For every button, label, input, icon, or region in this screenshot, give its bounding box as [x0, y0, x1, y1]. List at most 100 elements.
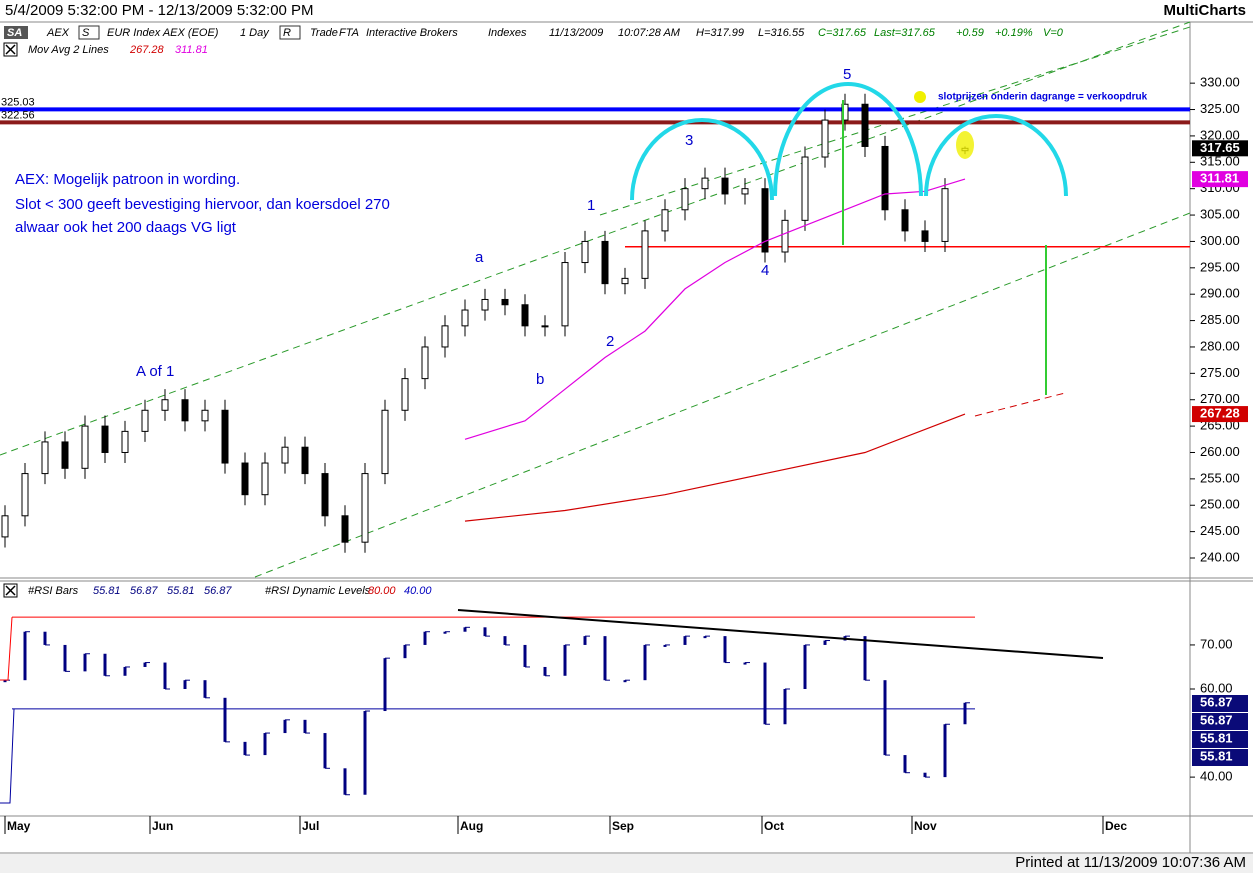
rsi-bar [663, 644, 667, 647]
rsi-bar [23, 631, 27, 681]
rsi-bar [43, 631, 47, 645]
y-tick-label: 70.00 [1200, 636, 1233, 651]
level-label: 325.03 [1, 96, 35, 108]
rsi-bar [243, 741, 247, 756]
rsi-bar [603, 636, 607, 681]
candle-body [181, 399, 189, 422]
r-button[interactable] [279, 25, 301, 40]
candle-body [241, 462, 249, 496]
candle-body [1, 515, 9, 538]
rsi-readout: 55.81 [93, 585, 121, 597]
candle-body [381, 409, 389, 475]
y-tick-label: 245.00 [1200, 523, 1240, 538]
sa-button[interactable] [4, 26, 28, 39]
y-tick-label: 300.00 [1200, 233, 1240, 248]
symbol: AEX [46, 27, 70, 39]
rsi-name: #RSI Bars [28, 585, 79, 597]
candle-body [701, 177, 709, 190]
y-tick-label: 240.00 [1200, 549, 1240, 564]
rsi-tag [1192, 695, 1248, 712]
candle-body [361, 473, 369, 543]
rsi-bar [303, 719, 307, 734]
wave-label: 5 [843, 66, 851, 83]
candle-body [581, 240, 589, 264]
y-tick-label: 60.00 [1200, 680, 1233, 695]
wave-label: b [536, 371, 544, 388]
rsi-bar [423, 631, 427, 645]
sa-label: SA [7, 27, 22, 39]
note: AEX: Mogelijk patroon in wording. [15, 171, 240, 188]
wave-label: 1 [587, 197, 595, 214]
channel-line [599, 26, 1191, 216]
rsi-tag-label: 55.81 [1200, 748, 1233, 763]
close-icon [5, 44, 16, 55]
candle-body [461, 309, 469, 327]
candle-body [141, 409, 149, 432]
price-tag [1192, 171, 1248, 188]
level-readout: 40.00 [404, 585, 432, 597]
rsi-bar [383, 658, 387, 712]
y-tick-label: 250.00 [1200, 497, 1240, 512]
y-tick-label: 260.00 [1200, 444, 1240, 459]
wave-label: a [475, 249, 484, 266]
rsi-bar [543, 666, 547, 676]
rsi-bar [503, 636, 507, 645]
y-tick-label: 255.00 [1200, 470, 1240, 485]
quote: +0.19% [995, 27, 1033, 39]
x-tick-label: Oct [764, 819, 784, 833]
y-tick-label: 295.00 [1200, 259, 1240, 274]
interval: 1 Day [240, 27, 270, 39]
rsi-bar [563, 644, 567, 676]
candle-body [61, 441, 69, 469]
x-tick-label: Aug [460, 819, 483, 833]
rsi-bar [963, 702, 967, 725]
rsi-trendline [457, 609, 1104, 659]
y-tick-label: 320.00 [1200, 127, 1240, 142]
candle-body [261, 462, 269, 496]
rsi-bar [763, 662, 767, 725]
candle-body [881, 145, 889, 211]
quote: +0.59 [956, 27, 984, 39]
ma-extension [974, 392, 1066, 417]
rsi-bar [683, 636, 687, 645]
info: Interactive Brokers [366, 27, 458, 39]
y-tick-label: 290.00 [1200, 286, 1240, 301]
x-tick-label: Sep [612, 819, 634, 833]
close-icon [5, 585, 16, 596]
candle-body [621, 277, 629, 285]
candle-body [321, 473, 329, 517]
candle-body [761, 188, 769, 253]
price-tag [1192, 406, 1248, 423]
candle-body [781, 219, 789, 253]
y-tick-label: 330.00 [1200, 75, 1240, 90]
plot: 240.00245.00250.00255.00260.00265.00270.… [0, 75, 1248, 834]
arc [924, 114, 1068, 197]
candle-body [521, 304, 529, 327]
y-tick-label: 280.00 [1200, 338, 1240, 353]
rsi-tag-label: 56.87 [1200, 712, 1233, 727]
rsi-tag [1192, 713, 1248, 730]
rsi-bar [203, 680, 207, 698]
y-tick-label: 270.00 [1200, 391, 1240, 406]
price-tag-label: 311.81 [1200, 171, 1239, 186]
marker [956, 131, 974, 159]
r-label: R [283, 27, 291, 39]
y-tick-label: 40.00 [1200, 769, 1233, 784]
y-tick-label: 325.00 [1200, 101, 1240, 116]
rsi-bar [823, 640, 827, 645]
s-button[interactable] [78, 25, 100, 40]
rsi-bar [103, 653, 107, 676]
rsi-bar [263, 733, 267, 756]
candle-body [21, 473, 29, 517]
level-readout: 80.00 [368, 585, 396, 597]
info: L=316.55 [758, 27, 805, 39]
candle-body [341, 515, 349, 543]
candle-body [501, 298, 509, 306]
indicator-value: 267.28 [129, 44, 165, 56]
candle-body [441, 325, 449, 348]
candle-body [661, 209, 669, 232]
y-tick-label: 305.00 [1200, 206, 1240, 221]
rsi-bar [483, 627, 487, 637]
rsi-bar [903, 755, 907, 773]
